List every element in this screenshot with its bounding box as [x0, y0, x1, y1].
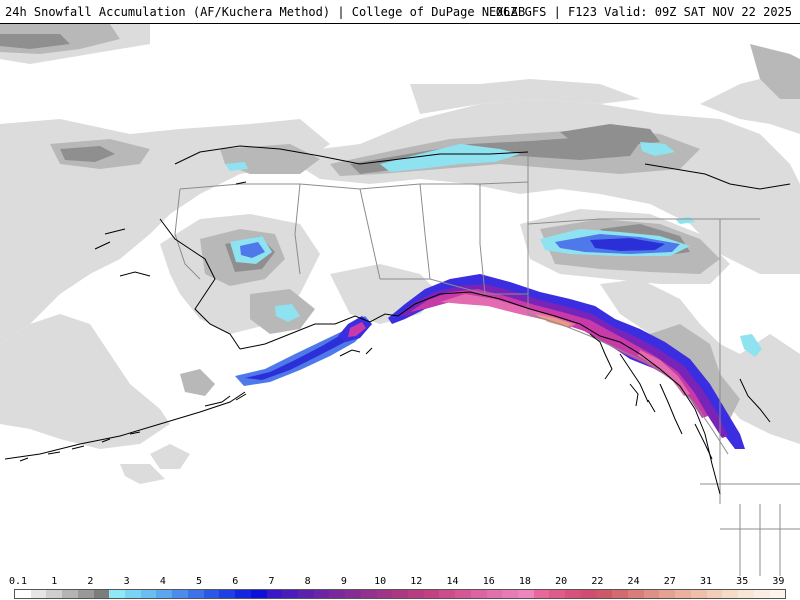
political-borders: [174, 142, 800, 576]
legend-swatch: [455, 590, 471, 598]
legend-swatch: [580, 590, 597, 598]
legend-label: 12: [410, 576, 423, 587]
legend-swatch: [675, 590, 691, 598]
legend-swatch: [62, 590, 78, 598]
legend-label: 27: [663, 576, 676, 587]
legend-swatch: [659, 590, 676, 598]
legend-swatch: [266, 590, 283, 598]
legend-swatch: [376, 590, 393, 598]
legend-swatch: [439, 590, 456, 598]
legend-label: 16: [482, 576, 495, 587]
legend-label: 9: [340, 576, 347, 587]
legend-swatch: [15, 590, 31, 598]
legend-label: 10: [374, 576, 387, 587]
legend-swatch: [502, 590, 518, 598]
legend-label: 24: [627, 576, 640, 587]
legend-label: 1: [51, 576, 58, 587]
legend-swatch: [753, 590, 770, 598]
legend-color-bar: [14, 589, 786, 599]
color-scale-legend: 0.1 1 2 3 4 5 6 7 8 9 10 12 14 16 18 20 22 24 27 31 35 39: [0, 576, 800, 600]
legend-label: 7: [268, 576, 275, 587]
legend-label: 0.1: [8, 576, 28, 587]
legend-swatch: [156, 590, 173, 598]
legend-swatch: [360, 590, 377, 598]
legend-label: 2: [87, 576, 94, 587]
legend-swatch: [77, 590, 94, 598]
legend-label: 35: [736, 576, 749, 587]
legend-swatch: [30, 590, 47, 598]
legend-label: 4: [159, 576, 166, 587]
snowfall-map[interactable]: [0, 24, 800, 576]
legend-swatch: [109, 590, 126, 598]
legend-swatch: [643, 590, 660, 598]
legend-swatch: [423, 590, 440, 598]
legend-swatch: [722, 590, 739, 598]
legend-swatch: [706, 590, 723, 598]
legend-swatch: [282, 590, 298, 598]
coastlines: [4, 145, 791, 495]
legend-swatch: [219, 590, 236, 598]
legend-swatch: [486, 590, 503, 598]
coastlines-islands: [19, 181, 771, 462]
legend-swatch: [203, 590, 220, 598]
legend-label: 6: [232, 576, 239, 587]
legend-swatch: [250, 590, 267, 598]
legend-label: 31: [699, 576, 713, 587]
legend-label: 20: [555, 576, 568, 587]
legend-swatch: [392, 590, 408, 598]
legend-swatch: [407, 590, 424, 598]
legend-label: 18: [518, 576, 531, 587]
legend-swatch: [345, 590, 361, 598]
legend-swatch: [313, 590, 330, 598]
legend-label: 14: [446, 576, 459, 587]
legend-swatch: [612, 590, 629, 598]
legend-swatch: [628, 590, 644, 598]
legend-swatch: [738, 590, 754, 598]
legend-swatch: [690, 590, 707, 598]
legend-label: 22: [591, 576, 604, 587]
legend-swatch: [518, 590, 534, 598]
legend-label: 3: [123, 576, 130, 587]
legend-swatch: [596, 590, 613, 598]
legend-swatch: [187, 590, 204, 598]
legend-swatch: [297, 590, 314, 598]
legend-labels: 0.1 1 2 3 4 5 6 7 8 9 10 12 14 16 18 20 22 24 27 31 35 39: [9, 576, 786, 588]
legend-label: 39: [772, 576, 785, 587]
legend-swatch: [172, 590, 188, 598]
legend-label: 5: [196, 576, 203, 587]
snow-dark-blue-layer: [245, 238, 665, 380]
legend-swatch: [93, 590, 110, 598]
model-run-info: 06Z GFS | F123 Valid: 09Z SAT NOV 22 202…: [495, 5, 792, 19]
legend-swatch: [46, 590, 63, 598]
legend-swatch: [235, 590, 251, 598]
map-header: 24h Snowfall Accumulation (AF/Kuchera Me…: [0, 0, 800, 24]
legend-swatch: [549, 590, 566, 598]
legend-swatch: [140, 590, 157, 598]
legend-swatch: [329, 590, 346, 598]
legend-swatch: [769, 590, 786, 598]
legend-swatch: [565, 590, 581, 598]
legend-label: 8: [304, 576, 311, 587]
product-title: 24h Snowfall Accumulation (AF/Kuchera Me…: [5, 5, 526, 19]
legend-swatch: [533, 590, 550, 598]
legend-swatch: [125, 590, 141, 598]
legend-swatch: [470, 590, 487, 598]
